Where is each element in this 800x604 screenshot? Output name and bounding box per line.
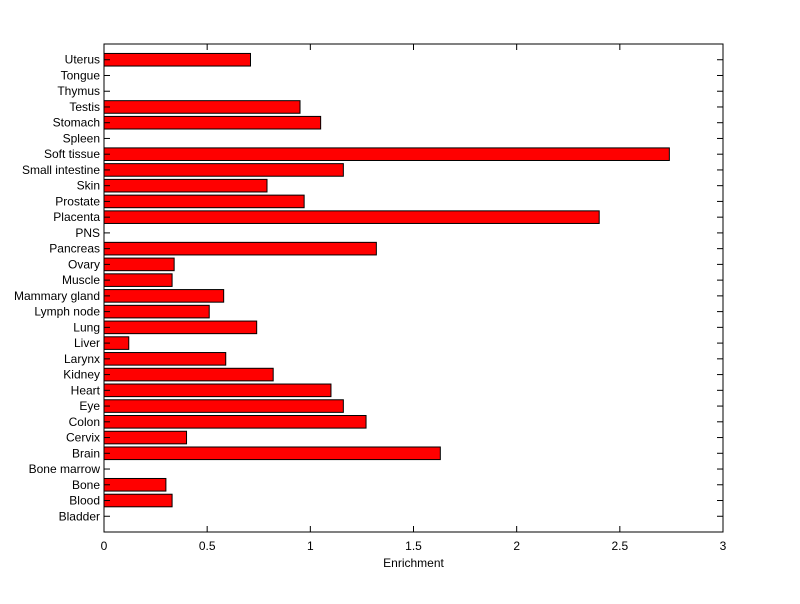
x-tick-label-5: 2.5 — [611, 539, 628, 553]
bar-stomach — [103, 115, 322, 130]
category-label-testis: Testis — [69, 100, 100, 114]
category-label-bone: Bone — [72, 478, 100, 492]
bar-skin — [103, 178, 268, 193]
category-label-brain: Brain — [72, 446, 100, 460]
bar-colon — [103, 415, 367, 429]
bar-ovary — [103, 257, 175, 272]
bar-lymph-node — [103, 304, 210, 319]
bar-soft-tissue — [103, 147, 670, 161]
x-tick-labels-group: 0 0.5 1 1.5 2 2.5 3 — [101, 539, 727, 553]
bar-testis — [103, 100, 301, 114]
category-label-pancreas: Pancreas — [49, 242, 100, 256]
bar-placenta — [103, 210, 600, 224]
x-tick-label-6: 3 — [720, 539, 727, 553]
bar-kidney — [103, 367, 274, 382]
bar-brain — [103, 446, 441, 461]
category-label-liver: Liver — [74, 336, 100, 350]
category-label-colon: Colon — [69, 415, 100, 429]
category-label-muscle: Muscle — [62, 273, 100, 287]
bar-small-intestine — [103, 163, 344, 177]
category-label-heart: Heart — [71, 383, 101, 397]
category-label-tongue: Tongue — [61, 68, 101, 82]
category-label-larynx: Larynx — [64, 352, 100, 366]
category-label-pns: PNS — [75, 226, 100, 240]
category-label-soft-tissue: Soft tissue — [44, 147, 100, 161]
ticks-group — [103, 44, 724, 532]
bars-group — [103, 52, 670, 508]
x-tick-label-1: 0.5 — [199, 539, 216, 553]
x-tick-label-2: 1 — [307, 539, 314, 553]
category-label-ovary: Ovary — [68, 257, 100, 271]
category-label-thymus: Thymus — [57, 84, 100, 98]
category-label-kidney: Kidney — [63, 368, 100, 382]
category-label-skin: Skin — [77, 179, 100, 193]
x-tick-label-0: 0 — [101, 539, 108, 553]
category-label-placenta: Placenta — [53, 210, 100, 224]
bar-prostate — [103, 194, 305, 209]
bar-heart — [103, 383, 332, 398]
bar-mammary-gland — [103, 289, 225, 303]
category-label-prostate: Prostate — [55, 194, 100, 208]
bar-lung — [103, 320, 258, 335]
category-label-eye: Eye — [79, 399, 100, 413]
bar-pancreas — [103, 241, 377, 256]
category-label-lymph-node: Lymph node — [34, 305, 100, 319]
category-label-spleen: Spleen — [63, 131, 100, 145]
category-label-stomach: Stomach — [53, 116, 100, 130]
category-label-cervix: Cervix — [66, 431, 100, 445]
bar-larynx — [103, 352, 227, 366]
category-label-uterus: Uterus — [65, 53, 100, 67]
category-label-blood: Blood — [69, 494, 100, 508]
x-axis-label: Enrichment — [383, 556, 444, 570]
x-tick-label-3: 1.5 — [405, 539, 422, 553]
bar-cervix — [103, 430, 188, 445]
category-label-small-intestine: Small intestine — [22, 163, 100, 177]
category-label-bone-marrow: Bone marrow — [29, 462, 101, 476]
bar-eye — [103, 399, 344, 413]
x-tick-label-4: 2 — [513, 539, 520, 553]
bar-bone — [103, 477, 167, 492]
category-label-lung: Lung — [73, 320, 100, 334]
bar-muscle — [103, 273, 173, 287]
category-label-bladder: Bladder — [59, 509, 100, 523]
bar-blood — [103, 493, 173, 508]
category-label-mammary-gland: Mammary gland — [14, 289, 100, 303]
bar-uterus — [103, 52, 251, 67]
